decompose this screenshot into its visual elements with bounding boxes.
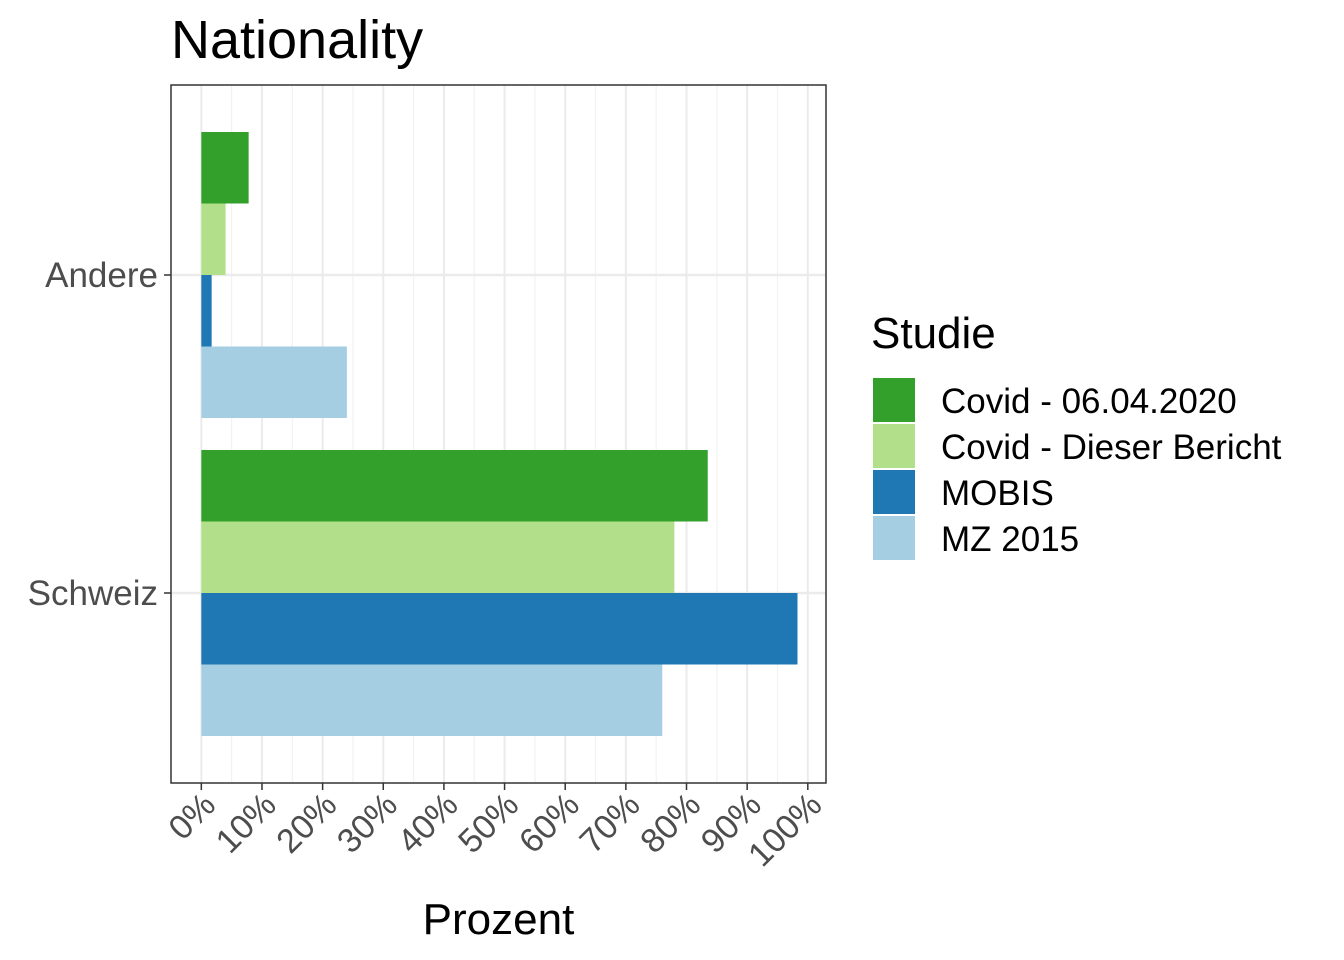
x-tick-label: 70% (573, 786, 648, 861)
legend-key (873, 378, 915, 422)
legend-key (873, 424, 915, 468)
x-tick-label: 80% (633, 786, 708, 861)
x-tick-label: 30% (330, 786, 405, 861)
bar-andere-2 (201, 275, 212, 347)
bar-andere-1 (201, 203, 226, 275)
legend-label: Covid - Dieser Bericht (941, 428, 1282, 467)
legend: Studie Covid - 06.04.2020 Covid - Dieser … (871, 309, 1282, 560)
legend-label: MZ 2015 (941, 520, 1079, 559)
bars (201, 132, 798, 736)
bar-andere-0 (201, 132, 249, 204)
legend-key (873, 516, 915, 560)
x-tick-label: 60% (512, 786, 587, 861)
legend-key (873, 470, 915, 514)
x-axis-title: Prozent (423, 895, 575, 944)
chart-title: Nationality (171, 10, 423, 70)
x-tick-label: 50% (451, 786, 526, 861)
plot-panel (170, 84, 827, 784)
x-axis: 0%10%20%30%40%50%60%70%80%90%100% (161, 783, 829, 874)
y-tick-label: Andere (45, 256, 158, 295)
x-tick-label: 40% (391, 786, 466, 861)
bar-schweiz-3 (201, 664, 663, 736)
bar-schweiz-2 (201, 593, 798, 665)
legend-items: Covid - 06.04.2020 Covid - Dieser Bericht… (873, 378, 1282, 560)
panel-border (170, 84, 827, 784)
y-axis: Andere Schweiz (28, 256, 171, 613)
legend-label: Covid - 06.04.2020 (941, 382, 1237, 421)
legend-title: Studie (871, 309, 996, 358)
bar-schweiz-1 (201, 521, 675, 593)
x-tick-label: 20% (269, 786, 344, 861)
x-tick-label: 10% (209, 786, 284, 861)
bar-andere-3 (201, 346, 347, 418)
y-tick-label: Schweiz (28, 574, 158, 613)
legend-label: MOBIS (941, 474, 1054, 513)
bar-schweiz-0 (201, 450, 708, 522)
